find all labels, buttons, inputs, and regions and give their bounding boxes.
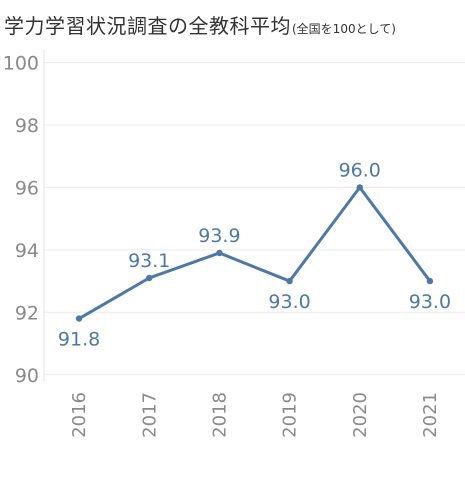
data-point xyxy=(286,277,293,285)
data-label: 91.8 xyxy=(58,329,100,351)
data-point xyxy=(75,315,83,322)
chart-title: 学力学習状況調査の全教科平均 xyxy=(4,14,291,38)
y-axis-ticks: 90 92 94 96 98 100 xyxy=(3,52,39,386)
title-row: 学力学習状況調査の全教科平均(全国を100として) xyxy=(4,10,396,39)
x-axis-ticks: 2016 2017 2018 2019 2020 2021 xyxy=(69,392,441,438)
series-layer xyxy=(75,184,434,322)
x-tick-label: 2020 xyxy=(350,392,371,438)
data-label: 93.9 xyxy=(198,225,240,247)
x-tick-label: 2021 xyxy=(420,392,441,438)
y-tick-label: 100 xyxy=(3,52,39,74)
data-label: 96.0 xyxy=(339,159,381,181)
data-point xyxy=(146,274,153,282)
x-tick-label: 2019 xyxy=(280,392,301,438)
y-tick-label: 94 xyxy=(15,240,39,262)
data-point xyxy=(216,249,223,257)
data-point xyxy=(356,184,363,191)
x-tick-label: 2018 xyxy=(209,392,230,438)
y-tick-label: 92 xyxy=(15,302,39,324)
data-label: 93.1 xyxy=(128,250,170,272)
gridlines xyxy=(44,61,465,376)
data-label: 93.0 xyxy=(268,291,310,313)
chart-subtitle: (全国を100として) xyxy=(292,22,396,36)
x-tick-label: 2016 xyxy=(69,392,90,438)
series-line xyxy=(77,185,432,321)
y-tick-label: 98 xyxy=(15,115,39,137)
data-point xyxy=(426,277,434,285)
y-tick-label: 96 xyxy=(15,177,39,199)
y-tick-label: 90 xyxy=(15,365,39,387)
data-labels: 91.8 93.1 93.9 93.0 96.0 93.0 xyxy=(58,159,451,350)
x-tick-label: 2017 xyxy=(139,392,160,438)
data-label: 93.0 xyxy=(409,291,451,313)
